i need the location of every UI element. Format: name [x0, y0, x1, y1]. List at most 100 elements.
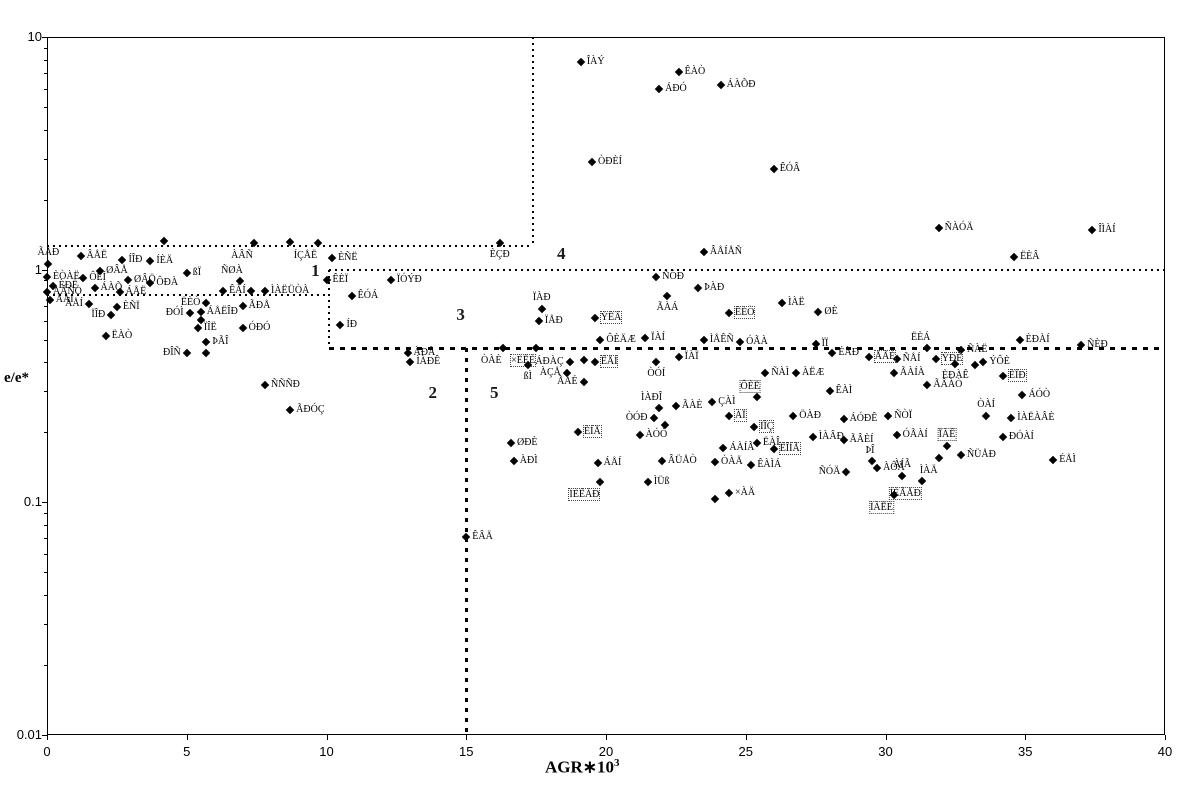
- point-label: ÏÀÐ: [532, 291, 551, 303]
- point-label: ÊÓÂ: [779, 163, 801, 175]
- point-label: ØÈ: [824, 305, 838, 317]
- y-axis-minor-tick: [44, 524, 47, 526]
- point-label: ÂÅÍÅÑ: [709, 246, 743, 258]
- point-label: ÃÂÈÍ: [849, 434, 874, 446]
- point-label: ÍÈÄ: [156, 254, 174, 266]
- x-axis-tick: [326, 735, 328, 740]
- point-label: ÁÀÍÃ: [729, 441, 755, 453]
- zone-boundary-line: [329, 268, 1165, 271]
- x-axis-tick: [745, 735, 747, 740]
- point-label: ËÈÒ: [180, 296, 201, 308]
- x-axis-tick-label: 30: [878, 744, 893, 759]
- point-label: ÃÐÓÇ: [296, 403, 325, 415]
- point-label: ÊÀÌÁ: [757, 458, 782, 470]
- y-axis-minor-tick: [44, 107, 47, 109]
- point-label: ÝÐÈ: [940, 351, 964, 365]
- point-label: ÔÈË: [739, 379, 761, 393]
- point-label: ÑÈÐ: [1087, 338, 1108, 350]
- point-label: ÒÀÈ: [481, 355, 502, 367]
- point-label: ÝÔÈ: [989, 356, 1010, 368]
- y-axis-tick-label: 0.1: [23, 494, 42, 510]
- point-label: ÍÐ: [346, 318, 358, 330]
- point-label: ËÀÎ: [762, 436, 780, 448]
- point-label: ÈÇÐ: [489, 249, 510, 261]
- y-axis-minor-tick: [44, 538, 47, 540]
- point-label: ÀÇÅ: [539, 366, 561, 378]
- point-label: ÞÀÐ: [704, 282, 725, 294]
- point-label: ×ÈËÈ: [510, 354, 537, 368]
- x-axis-tick-label: 35: [1018, 744, 1033, 759]
- point-label: ÔÈÄÆ: [606, 333, 636, 345]
- y-axis-minor-tick: [44, 572, 47, 574]
- point-label: ÓÃÀÍ: [902, 428, 928, 440]
- y-axis-minor-tick: [44, 432, 47, 434]
- x-axis-tick: [1025, 735, 1027, 740]
- point-label: ØÂÅ: [106, 264, 128, 276]
- point-label: ËÀÒ: [111, 329, 133, 341]
- y-axis-minor-tick: [44, 158, 47, 160]
- point-label: ×ÀÄ: [734, 486, 756, 498]
- point-label: ÌÀËÈ: [869, 500, 894, 514]
- point-label: ÉÀÐ: [838, 346, 859, 358]
- point-label: ÏÀÊ: [937, 427, 957, 441]
- point-label: ÊÓÁ: [357, 290, 379, 302]
- point-label: ÑÀÓÄ: [944, 222, 974, 234]
- point-label: ÏÎÐ: [91, 308, 106, 320]
- point-label: ÒÐÈÍ: [598, 156, 622, 168]
- point-label: ØÐÈ: [516, 436, 538, 448]
- point-label: ÈÐÀÊ: [942, 369, 969, 381]
- y-axis-minor-tick: [44, 47, 47, 49]
- y-axis-title: e/e*: [4, 370, 29, 386]
- point-label: ÃÅÐ: [37, 246, 60, 258]
- point-label: ÀÏ: [734, 408, 747, 422]
- point-label: ÈÐÀÍ: [1025, 333, 1050, 345]
- zone-boundary-line: [47, 245, 534, 248]
- y-axis-minor-tick: [44, 305, 47, 307]
- zone-boundary-line: [532, 37, 535, 247]
- point-label: ßÏ: [192, 266, 202, 278]
- point-label: ÃÐÅ: [248, 299, 271, 311]
- y-axis-tick: [42, 37, 47, 38]
- point-label: ÌÀÐÎ: [640, 391, 663, 403]
- point-label: ÐÓÀÍ: [1008, 431, 1034, 443]
- point-label: ÌÀÂÐ: [818, 431, 844, 443]
- y-axis-tick-label: 0.01: [16, 726, 42, 742]
- point-label: ÌÀË: [788, 296, 805, 308]
- zone-boundary-line: [47, 293, 330, 296]
- x-axis-tick-label: 20: [598, 744, 614, 759]
- point-label: ÏÏ: [821, 337, 829, 349]
- point-label: ÀÂÑ: [231, 250, 253, 262]
- point-label: ÒÓÍ: [647, 368, 666, 380]
- plot-area: [47, 37, 1165, 735]
- point-label: ÍÎÐ: [128, 254, 143, 266]
- point-label: ÁÀÕÐ: [726, 79, 756, 91]
- point-label: ÎÀÝ: [586, 56, 605, 68]
- point-label: ÁÐÀÇ: [535, 356, 564, 368]
- point-label: ÑÑÑÐ: [271, 378, 300, 390]
- zone-number-label: 5: [489, 383, 499, 403]
- point-label: ÈÐË: [58, 280, 79, 292]
- y-axis-minor-tick: [44, 553, 47, 555]
- y-axis-minor-tick: [44, 391, 47, 393]
- point-label: ÐÓÌ: [165, 307, 184, 319]
- zone-number-label: 1: [311, 260, 320, 280]
- point-label: ÉÅÌ: [1059, 454, 1076, 466]
- y-axis-minor-tick: [44, 73, 47, 75]
- point-label: ÃÀÈ: [681, 399, 703, 411]
- point-label: ÀÓÒ: [645, 428, 668, 440]
- point-label: ßÌ: [523, 370, 532, 382]
- point-label: ÌÀËÜÒÀ: [271, 284, 310, 296]
- point-label: ÁÓÐÊ: [849, 413, 878, 425]
- x-axis-tick: [186, 735, 188, 740]
- point-label: ÏÀÍ: [651, 331, 666, 343]
- y-axis-tick-label: 1: [34, 261, 42, 277]
- zone-number-label: 2: [428, 383, 437, 403]
- point-label: ÈÑÏ: [122, 301, 140, 313]
- y-axis-tick-label: 10: [27, 29, 42, 44]
- x-axis-tick-label: 0: [43, 744, 51, 759]
- point-label: ÌÎÇ: [759, 420, 775, 434]
- point-label: ÑÅÍ: [902, 352, 921, 364]
- y-axis-minor-tick: [44, 362, 47, 364]
- point-label: ÏÎË: [203, 322, 217, 334]
